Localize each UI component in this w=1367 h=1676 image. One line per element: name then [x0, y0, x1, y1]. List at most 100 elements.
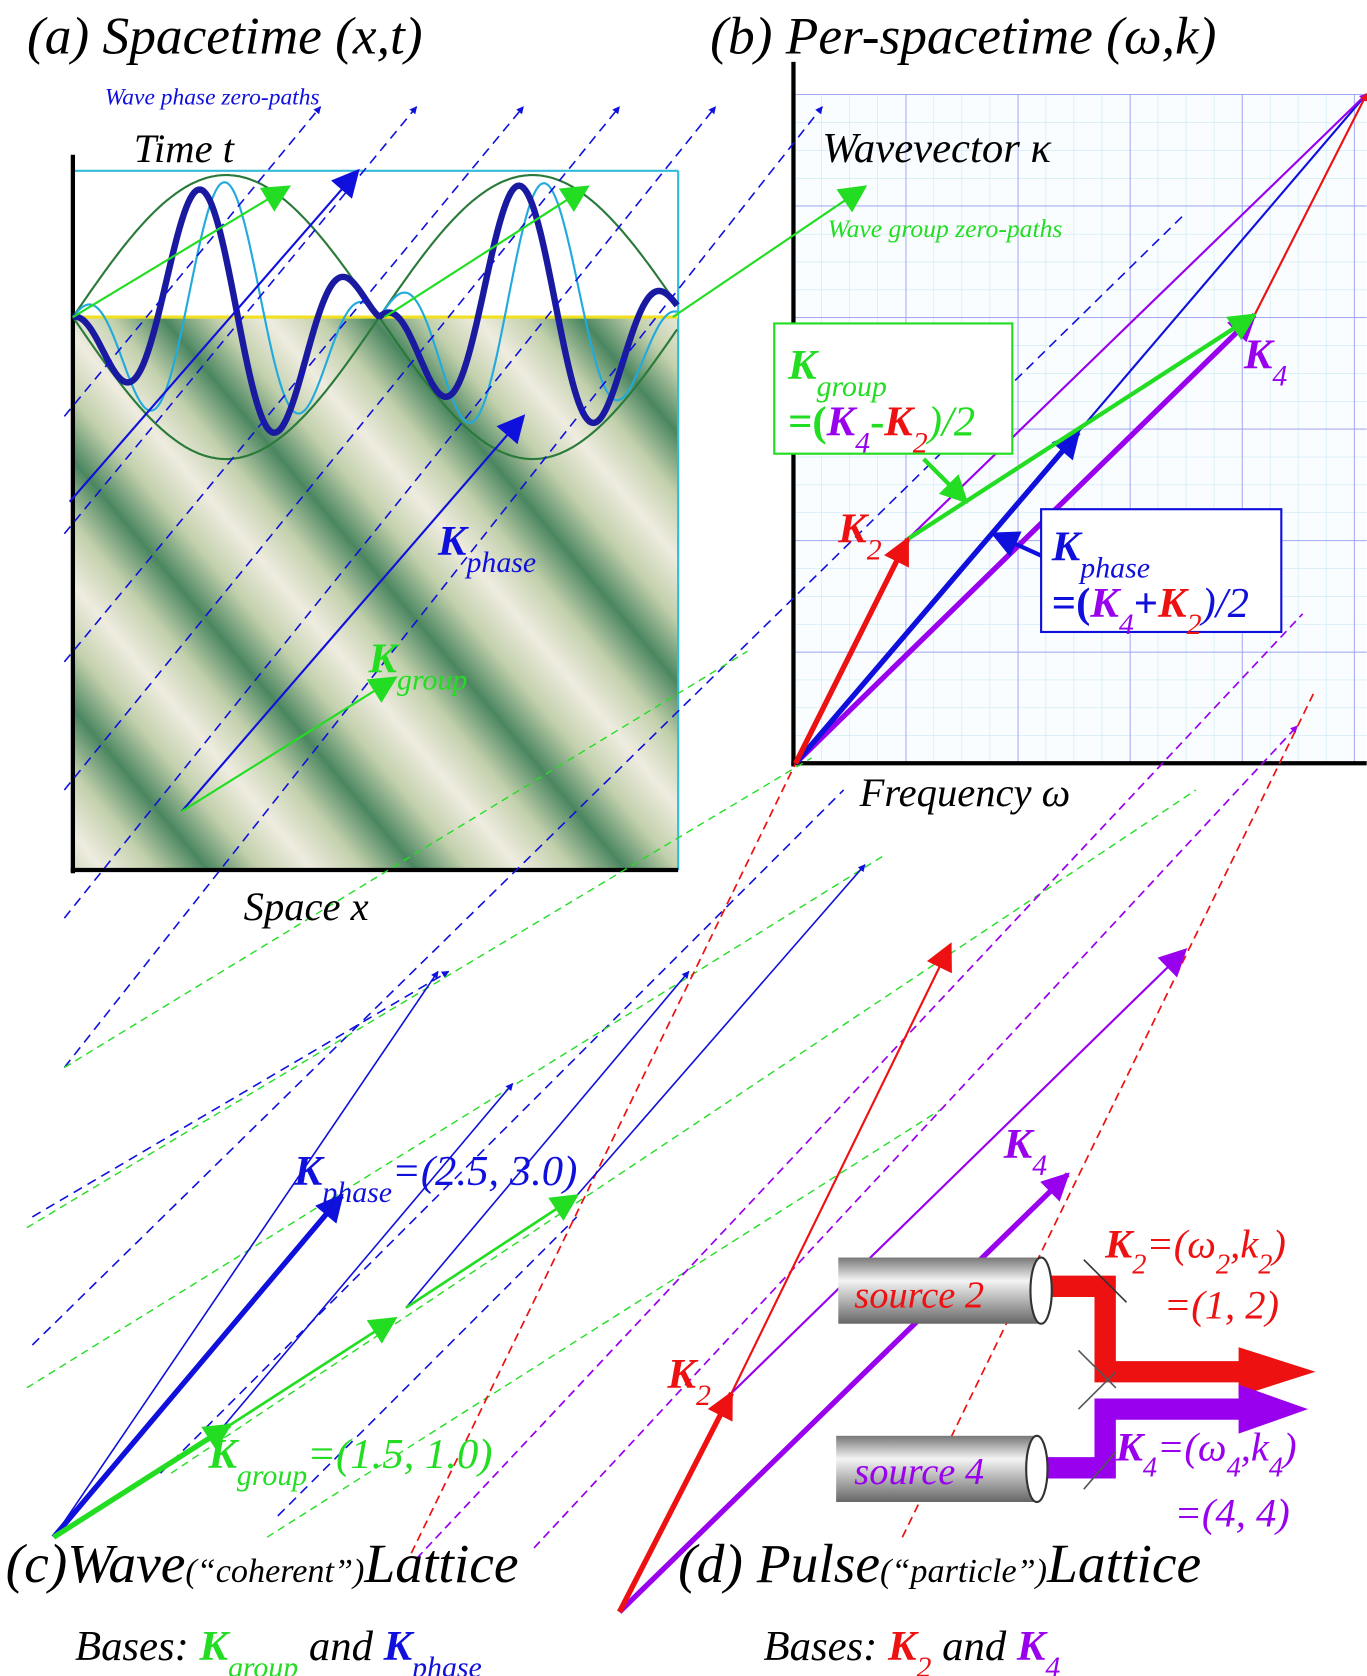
lattice-k-group-tspan: group [237, 1458, 307, 1491]
k-group-formula-tspan: )/2 [925, 399, 975, 446]
k4-definition-tspan: 4 [1227, 1452, 1241, 1483]
time-axis-label: Time t [134, 126, 236, 171]
k-group-formula-tspan: 4 [855, 426, 870, 459]
panel-c-bases-tspan: group [228, 1650, 298, 1676]
panel-d-bases: Bases: K2 and K4 [764, 1623, 1061, 1676]
panel-d-bases-tspan: K [1016, 1623, 1048, 1670]
lattice-k2: K2 [666, 1351, 710, 1411]
k-phase-box-label-tspan: phase [1078, 551, 1150, 584]
k-phase-label-tspan: phase [464, 546, 536, 579]
figure: (a) Spacetime (x,t) Wave phase zero-path… [0, 0, 1367, 1676]
panel-c-title-tspan: Lattice [363, 1534, 518, 1595]
k-phase-formula-tspan: K [1089, 580, 1121, 627]
panel-c-bases-tspan: K [383, 1623, 415, 1670]
sources-ellipse [1030, 1258, 1051, 1324]
body: (a) Spacetime (x,t) Wave phase zero-path… [0, 0, 1367, 1676]
k4-definition-tspan: ) [1281, 1424, 1297, 1469]
k-group-box-label-tspan: group [817, 369, 887, 402]
lattice-arrows-line [406, 1196, 577, 1308]
k2-definition-tspan: 2 [1258, 1249, 1272, 1280]
k-phase-box-label-tspan: K [1051, 523, 1083, 570]
k4-definition-tspan: 4 [1143, 1452, 1157, 1483]
k-phase-formula-tspan: =( [1052, 580, 1091, 627]
panel-d-title: (d) Pulse(“particle”)Lattice [678, 1534, 1201, 1595]
lattice-k-group-tspan: =(1.5, 1.0) [307, 1431, 492, 1478]
panel-d-bases-tspan: and [931, 1623, 1016, 1670]
space-axis-label: Space x [244, 884, 369, 929]
k-phase-label-tspan: K [437, 518, 469, 565]
panel-c-title: (c)Wave(“coherent”)Lattice [6, 1534, 519, 1595]
k4-label-tspan: 4 [1272, 359, 1287, 392]
lattice-k-group-tspan: K [207, 1431, 239, 1478]
phase-paths-label: Wave phase zero-paths [105, 85, 320, 111]
panel-d-bases-tspan: K [887, 1623, 919, 1670]
k2-definition-tspan: 2 [1132, 1249, 1146, 1280]
panel-d-title-tspan: (“particle”) [880, 1553, 1047, 1590]
k2-value: =(1, 2) [1164, 1282, 1279, 1327]
k2-definition-tspan: ,k [1230, 1222, 1259, 1267]
lattice-arrows-line [406, 971, 689, 1307]
panel-c-title-tspan: (c)Wave [6, 1534, 186, 1595]
panel-c-bases-tspan: phase [410, 1650, 482, 1676]
k2-definition-tspan: K [1104, 1222, 1135, 1267]
k4-definition-tspan: ,k [1241, 1424, 1270, 1469]
lattice-k-phase-tspan: phase [320, 1175, 392, 1208]
k-phase-formula-tspan: )/2 [1199, 580, 1249, 627]
panel-d-title-tspan: (d) Pulse [678, 1534, 880, 1595]
k2-definition-tspan: 2 [1216, 1249, 1230, 1280]
k2-definition-tspan: ) [1270, 1222, 1286, 1267]
k-group-box-label-tspan: K [787, 342, 819, 389]
k2-definition-tspan: =(ω [1146, 1222, 1215, 1267]
lattice-arrows-line [732, 945, 951, 1393]
lattice-k2-tspan: K [666, 1351, 698, 1398]
k-phase-formula-tspan: 4 [1119, 608, 1134, 641]
k4-label-tspan: K [1243, 331, 1275, 378]
k-group-label-tspan: K [368, 636, 400, 683]
panel-c-title-tspan: (“coherent”) [185, 1553, 364, 1590]
sources-ellipse [1026, 1436, 1047, 1502]
lattice-k4: K4 [1003, 1121, 1047, 1182]
lattice-k-phase-tspan: =(2.5, 3.0) [392, 1148, 577, 1195]
lattice-arrows-line [732, 950, 1186, 1393]
panel-c-bases: Bases: Kgroup and Kphase [75, 1623, 482, 1676]
panel-c-bases-tspan: Bases: [75, 1623, 199, 1670]
k2-definition: K2=(ω2,k2) [1104, 1222, 1286, 1281]
panel-d-bases-tspan: 2 [917, 1650, 932, 1676]
lattice-k4-tspan: K [1003, 1121, 1035, 1168]
lattice-k2-tspan: 2 [696, 1378, 711, 1411]
page: {"panel_a": {"title": "(a) Spacetime (x,… [0, 0, 1367, 1676]
panel-c-bases-tspan: and [298, 1623, 383, 1670]
panel-c-bases-tspan: K [199, 1623, 231, 1670]
k2-label-tspan: K [837, 505, 869, 552]
k-phase-formula-tspan: K [1157, 580, 1189, 627]
k-group-label-tspan: group [397, 663, 467, 696]
lattice-arrows-line [54, 1425, 230, 1537]
source-2-label: source 2 [854, 1275, 984, 1317]
k4-definition-tspan: 4 [1269, 1452, 1283, 1483]
lattice-arrows-line [224, 1084, 512, 1426]
wavevector-axis-label: Wavevector κ [822, 125, 1051, 172]
source-4-label: source 4 [854, 1451, 984, 1493]
panel-b-title: (b) Per-spacetime (ω,k) [710, 5, 1216, 65]
spacetime-field-rect [73, 317, 678, 870]
frequency-axis-label: Frequency ω [859, 770, 1071, 815]
group-zero-paths-line [27, 854, 886, 1388]
k-phase-formula-tspan: + [1134, 580, 1158, 627]
lattice-k-phase-tspan: K [293, 1148, 325, 1195]
k4-value: =(4, 4) [1175, 1491, 1290, 1536]
k-group-formula-tspan: - [870, 399, 884, 446]
panel-a-title: (a) Spacetime (x,t) [27, 5, 423, 65]
lattice-k-group: Kgroup=(1.5, 1.0) [207, 1431, 492, 1492]
k-group-formula-tspan: K [883, 399, 915, 446]
spacetime-arrows-line [73, 187, 289, 317]
lattice-arrows-line [230, 1318, 395, 1425]
k-group-formula-tspan: =( [788, 399, 827, 446]
lattice-arrows-line [577, 865, 865, 1196]
group-paths-label: Wave group zero-paths [828, 214, 1063, 243]
k4-definition-tspan: =(ω [1157, 1424, 1226, 1469]
k-group-formula-tspan: 2 [913, 426, 928, 459]
panel-d-title-tspan: Lattice [1046, 1534, 1201, 1595]
k-phase-formula-tspan: 2 [1187, 608, 1202, 641]
panel-d-bases-tspan: Bases: [764, 1623, 888, 1670]
k4-definition-tspan: K [1115, 1424, 1146, 1469]
